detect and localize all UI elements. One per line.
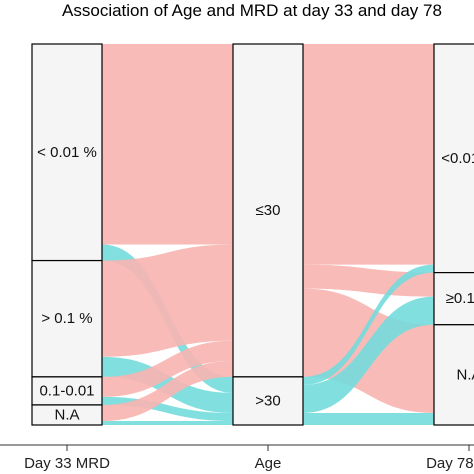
stratum-label-day-78-mrd-0-01: <0.01 %	[441, 150, 474, 167]
stratum-day-33-mrd-0-1	[31, 259, 103, 378]
flow-30-to-n-a	[303, 412, 434, 425]
stratum-label-age-30: >30	[255, 392, 280, 409]
stratum-day-78-mrd-0-1	[433, 272, 474, 326]
stratum-label-day-78-mrd-0-1: ≥0.1 %	[446, 290, 474, 307]
flow-0-1-to-30	[102, 244, 233, 357]
stratum-day-33-mrd-n-a	[31, 404, 103, 426]
x-tick-label-day-33-mrd: Day 33 MRD	[24, 455, 110, 472]
stratum-day-78-mrd-0-01	[433, 43, 474, 274]
stratum-label-age-30: ≤30	[256, 202, 281, 219]
stratum-label-day-33-mrd-0-1: > 0.1 %	[41, 310, 92, 327]
stratum-day-78-mrd-n-a	[433, 324, 474, 426]
flow-0-1-0-01-to-30	[102, 340, 233, 397]
x-tick-label-day-78-mrd: Day 78 MRD	[426, 455, 474, 472]
flow-30-to-0-01	[303, 264, 434, 385]
flow-30-to-0-1	[303, 296, 434, 413]
x-axis-labels: Day 33 MRD Age Day 78 MRD	[24, 455, 474, 472]
flow-0-01-to-30	[102, 44, 233, 245]
flows-layer	[102, 44, 434, 425]
stratum-label-day-33-mrd-n-a: N.A	[54, 406, 79, 423]
chart-title: Association of Age and MRD at day 33 and…	[62, 1, 442, 20]
flow-n-a-to-30	[102, 420, 233, 425]
flow-30-to-0-01	[303, 44, 434, 265]
stratum-age-30	[232, 43, 304, 378]
stratum-age-30	[232, 376, 304, 426]
stratum-day-33-mrd-0-01	[31, 43, 103, 262]
x-tick-label-age: Age	[255, 455, 282, 472]
stratum-label-day-33-mrd-0-01: < 0.01 %	[37, 144, 97, 161]
stratum-day-33-mrd-0-1-0-01	[31, 376, 103, 406]
flow-n-a-to-30	[102, 360, 233, 421]
stratum-label-day-78-mrd-n-a: N.A	[456, 366, 474, 383]
stratum-label-day-33-mrd-0-1-0-01: 0.1-0.01	[39, 382, 94, 399]
x-axis-ticks	[66, 445, 470, 451]
flow-30-to-0-1	[303, 264, 434, 297]
strata-layer: < 0.01 % > 0.1 % 0.1-0.01 N.A ≤30 >30 <0.01 % ≥…	[31, 43, 474, 426]
